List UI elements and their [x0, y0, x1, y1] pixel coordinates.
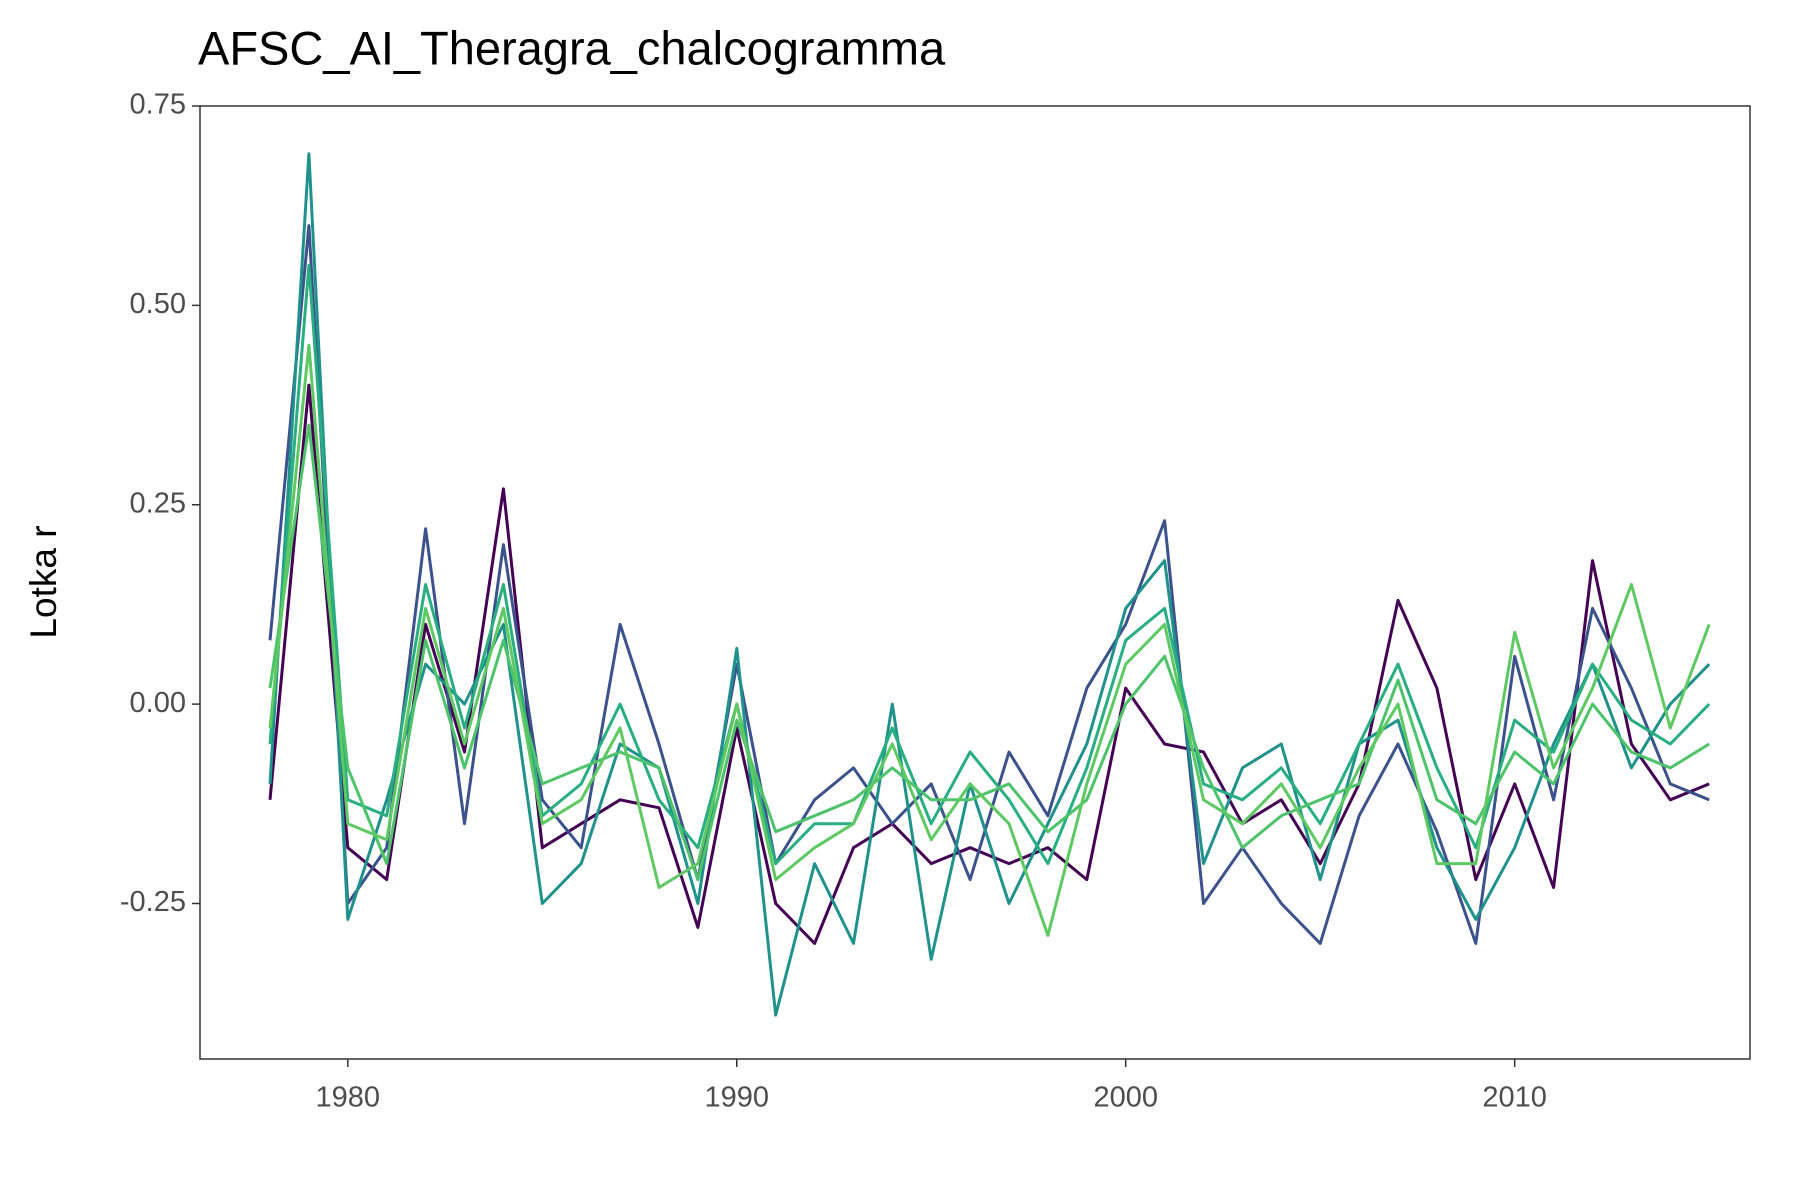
y-tick-label: 0.50	[130, 288, 186, 320]
y-tick-label: 0.75	[130, 89, 186, 121]
y-axis-label: Lotka r	[23, 525, 64, 638]
chart-title: AFSC_AI_Theragra_chalcogramma	[198, 21, 946, 74]
y-tick-label: -0.25	[120, 886, 186, 918]
series-line	[268, 343, 1711, 937]
series-line	[268, 152, 1711, 1017]
y-tick-label: 0.00	[130, 687, 186, 719]
x-tick-label: 2010	[1482, 1082, 1547, 1114]
plot-panel	[199, 105, 1751, 1060]
series-line	[268, 383, 1710, 945]
x-tick-label: 2000	[1093, 1082, 1158, 1114]
x-tick-label: 1990	[705, 1082, 770, 1114]
y-tick-label: 0.25	[130, 487, 186, 519]
series-line	[268, 224, 1710, 945]
series-line	[268, 264, 1711, 866]
x-tick-label: 1980	[316, 1082, 381, 1114]
series-line	[268, 423, 1710, 882]
